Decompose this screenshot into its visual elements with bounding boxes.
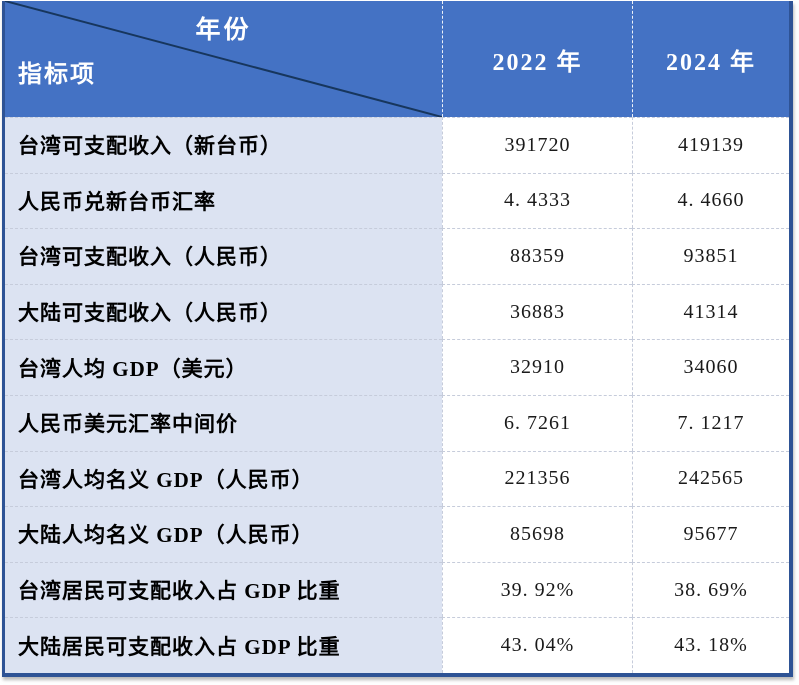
cell-2024: 4. 4660	[632, 172, 789, 229]
cell-2024: 38. 69%	[632, 561, 789, 618]
cell-2022: 32910	[442, 339, 632, 395]
row-label: 大陆居民可支配收入占 GDP 比重	[5, 617, 442, 673]
cell-2024: 95677	[632, 506, 789, 562]
cell-2024: 93851	[632, 228, 789, 284]
row-label: 台湾可支配收入（人民币）	[5, 228, 442, 284]
cell-2022: 39. 92%	[442, 561, 632, 618]
cell-2024: 43. 18%	[632, 617, 789, 673]
header-corner-cell: 年份 指标项	[5, 1, 442, 117]
cell-2022: 85698	[442, 506, 632, 562]
cell-2024: 419139	[632, 117, 789, 173]
cell-2022: 221356	[442, 450, 632, 507]
row-label: 人民币兑新台币汇率	[5, 172, 442, 229]
row-label: 大陆可支配收入（人民币）	[5, 283, 442, 340]
row-label: 台湾可支配收入（新台币）	[5, 117, 442, 173]
header-col-2024: 2024 年	[632, 1, 789, 117]
row-label: 大陆人均名义 GDP（人民币）	[5, 506, 442, 562]
cell-2024: 41314	[632, 283, 789, 340]
cell-2024: 34060	[632, 339, 789, 395]
header-col-2022: 2022 年	[442, 1, 632, 117]
row-label: 台湾人均名义 GDP（人民币）	[5, 450, 442, 507]
row-label: 台湾人均 GDP（美元）	[5, 339, 442, 395]
row-label: 人民币美元汇率中间价	[5, 394, 442, 451]
cell-2024: 7. 1217	[632, 394, 789, 451]
cell-2022: 4. 4333	[442, 172, 632, 229]
indicator-year-table: 年份 指标项 2022 年 2024 年 台湾可支配收入（新台币） 391720…	[2, 1, 793, 677]
corner-indicator-label: 指标项	[18, 62, 96, 88]
cell-2022: 6. 7261	[442, 394, 632, 451]
cell-2022: 88359	[442, 228, 632, 284]
diagonal-divider-line	[5, 1, 442, 117]
cell-2022: 36883	[442, 283, 632, 340]
cell-2022: 391720	[442, 117, 632, 173]
row-label: 台湾居民可支配收入占 GDP 比重	[5, 561, 442, 618]
corner-year-label: 年份	[195, 17, 252, 44]
cell-2022: 43. 04%	[442, 617, 632, 673]
cell-2024: 242565	[632, 450, 789, 507]
